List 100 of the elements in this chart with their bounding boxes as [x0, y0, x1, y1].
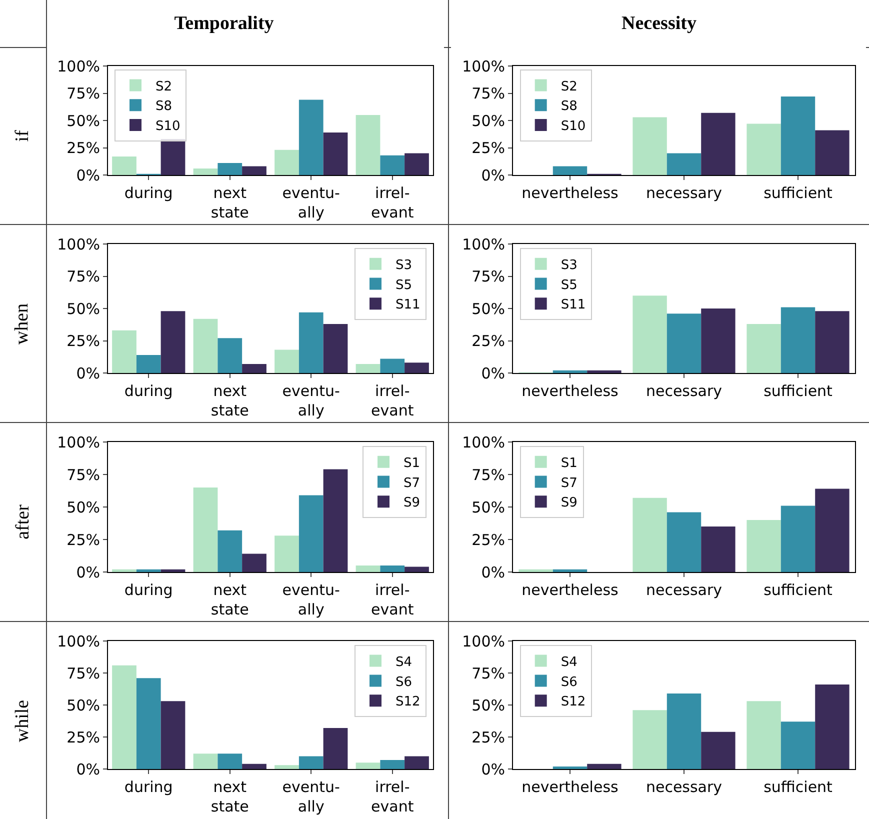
legend-label: S5: [560, 278, 578, 293]
y-tick-label: 0%: [76, 563, 100, 582]
x-tick-label: next state: [210, 581, 249, 618]
y-axis-title: if: [12, 130, 34, 142]
bar: [136, 354, 161, 373]
y-tick-label: 75%: [66, 268, 100, 286]
x-tick-label: nevertheless: [522, 581, 619, 599]
y-tick-label: 50%: [472, 498, 505, 516]
legend-label: S2: [156, 79, 172, 94]
legend-label: S5: [396, 278, 412, 293]
legend-label: S9: [404, 496, 420, 511]
y-tick-label: 100%: [462, 57, 505, 76]
bar: [356, 566, 380, 572]
y-tick-label: 0%: [76, 166, 100, 184]
legend-label: S10: [156, 119, 180, 134]
legend-label: S7: [404, 476, 420, 491]
x-tick-label: during: [124, 382, 173, 400]
y-axis-title: when: [12, 302, 34, 344]
y-axis-title: while: [12, 699, 34, 742]
y-tick-label: 100%: [462, 632, 505, 650]
bar: [380, 566, 405, 572]
bar: [701, 308, 736, 373]
x-tick-label: necessary: [646, 581, 722, 599]
bar: [323, 324, 348, 373]
bar: [218, 754, 242, 769]
bar: [587, 370, 622, 373]
y-tick-label: 100%: [57, 433, 100, 452]
bar: [323, 469, 348, 572]
bar: [218, 338, 242, 373]
y-tick-label: 50%: [66, 112, 100, 130]
y-tick-label: 0%: [481, 563, 505, 582]
x-tick-label: eventu- ally: [282, 184, 340, 222]
bar: [632, 710, 667, 769]
x-tick-label: irrel- evant: [371, 184, 414, 222]
bar: [323, 728, 348, 769]
bar: [242, 554, 266, 572]
bar: [242, 364, 266, 373]
y-tick-label: 100%: [57, 57, 100, 76]
bar: [701, 526, 736, 572]
bar: [632, 117, 667, 175]
bar: [666, 153, 702, 175]
x-tick-label: next state: [210, 382, 249, 420]
bar: [218, 530, 242, 572]
bar: [160, 701, 186, 769]
y-tick-label: 75%: [472, 268, 505, 286]
x-tick-label: irrel- evant: [371, 382, 414, 420]
bar: [746, 124, 781, 175]
y-tick-label: 25%: [66, 728, 100, 746]
x-tick-label: nevertheless: [522, 382, 619, 400]
y-tick-label: 50%: [472, 300, 505, 318]
x-tick-label: nevertheless: [522, 184, 619, 202]
y-tick-label: 0%: [76, 760, 100, 778]
y-tick-label: 25%: [472, 728, 505, 746]
bar: [242, 166, 266, 175]
legend-label: S4: [396, 654, 412, 670]
chart-title: Necessity: [449, 0, 869, 48]
y-tick-label: 75%: [66, 466, 100, 484]
bar: [552, 166, 588, 175]
bar: [136, 678, 161, 769]
bar: [746, 701, 781, 769]
legend-label: S11: [396, 298, 420, 313]
legend-label: S1: [404, 456, 420, 471]
x-tick-label: sufficient: [764, 382, 833, 400]
bar: [701, 112, 736, 175]
bar: [274, 765, 299, 769]
bar: [666, 693, 702, 769]
bar: [404, 153, 429, 175]
legend-label: S1: [560, 456, 578, 471]
legend-label: S8: [156, 99, 172, 114]
x-tick-label: sufficient: [764, 778, 833, 796]
y-axis-title: after: [12, 504, 34, 540]
x-tick-label: eventu- ally: [282, 581, 340, 618]
bar: [136, 569, 161, 572]
y-tick-label: 25%: [66, 530, 100, 549]
y-tick-label: 0%: [481, 166, 505, 184]
y-tick-label: 0%: [76, 364, 100, 382]
bar: [298, 756, 324, 769]
y-tick-label: 75%: [472, 466, 505, 484]
x-tick-label: sufficient: [764, 581, 833, 599]
x-tick-label: eventu- ally: [282, 778, 340, 816]
bar: [323, 132, 348, 175]
y-tick-label: 75%: [66, 84, 100, 102]
legend-label: S9: [560, 496, 578, 511]
y-tick-label: 25%: [472, 139, 505, 157]
x-tick-label: irrel- evant: [371, 581, 414, 618]
bar: [815, 130, 850, 175]
bar: [701, 732, 736, 769]
legend-label: S10: [560, 119, 586, 134]
legend-label: S7: [560, 476, 578, 491]
bar: [356, 762, 380, 769]
bar: [552, 569, 588, 572]
legend-label: S3: [560, 258, 578, 273]
bar: [632, 296, 667, 373]
x-tick-label: sufficient: [764, 184, 833, 202]
y-tick-label: 25%: [472, 332, 505, 350]
y-tick-label: 50%: [66, 696, 100, 714]
y-tick-label: 0%: [481, 760, 505, 778]
bar: [780, 307, 816, 373]
y-tick-label: 25%: [66, 139, 100, 157]
bar: [274, 350, 299, 373]
